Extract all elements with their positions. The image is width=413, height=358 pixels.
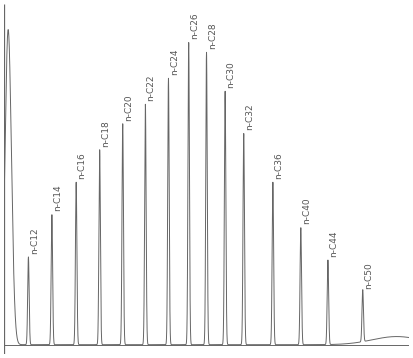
Text: n-C20: n-C20 [124,94,133,121]
Text: n-C44: n-C44 [329,231,338,257]
Text: n-C28: n-C28 [208,23,217,49]
Text: n-C16: n-C16 [77,152,86,179]
Text: n-C24: n-C24 [170,49,179,75]
Text: n-C22: n-C22 [147,74,156,101]
Text: n-C32: n-C32 [245,104,254,130]
Text: n-C36: n-C36 [274,152,283,179]
Text: n-C40: n-C40 [302,198,311,224]
Text: n-C14: n-C14 [53,185,62,212]
Text: n-C50: n-C50 [364,263,373,290]
Text: n-C30: n-C30 [226,61,235,88]
Text: n-C12: n-C12 [30,227,39,254]
Text: n-C26: n-C26 [190,13,199,39]
Text: n-C18: n-C18 [101,120,110,146]
